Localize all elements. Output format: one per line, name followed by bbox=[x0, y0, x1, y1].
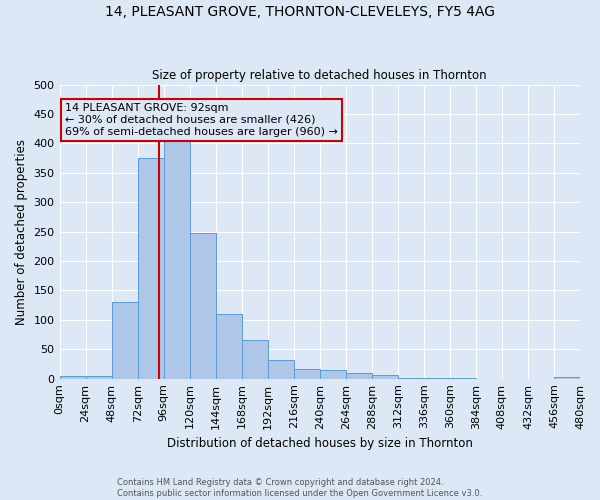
Bar bbox=[294, 370, 320, 378]
Bar bbox=[554, 377, 580, 378]
Text: 14, PLEASANT GROVE, THORNTON-CLEVELEYS, FY5 4AG: 14, PLEASANT GROVE, THORNTON-CLEVELEYS, … bbox=[105, 5, 495, 19]
Bar bbox=[242, 340, 268, 378]
Bar bbox=[320, 370, 346, 378]
Bar bbox=[268, 360, 294, 378]
Y-axis label: Number of detached properties: Number of detached properties bbox=[15, 138, 28, 324]
Bar bbox=[346, 374, 372, 378]
Text: 14 PLEASANT GROVE: 92sqm
← 30% of detached houses are smaller (426)
69% of semi-: 14 PLEASANT GROVE: 92sqm ← 30% of detach… bbox=[65, 104, 338, 136]
Bar bbox=[86, 376, 112, 378]
Title: Size of property relative to detached houses in Thornton: Size of property relative to detached ho… bbox=[152, 69, 487, 82]
Bar bbox=[112, 302, 137, 378]
Bar bbox=[190, 234, 215, 378]
Bar bbox=[59, 376, 86, 378]
Text: Contains HM Land Registry data © Crown copyright and database right 2024.
Contai: Contains HM Land Registry data © Crown c… bbox=[118, 478, 482, 498]
Bar bbox=[164, 134, 190, 378]
X-axis label: Distribution of detached houses by size in Thornton: Distribution of detached houses by size … bbox=[167, 437, 473, 450]
Bar bbox=[215, 314, 242, 378]
Bar bbox=[372, 374, 398, 378]
Bar bbox=[137, 158, 164, 378]
